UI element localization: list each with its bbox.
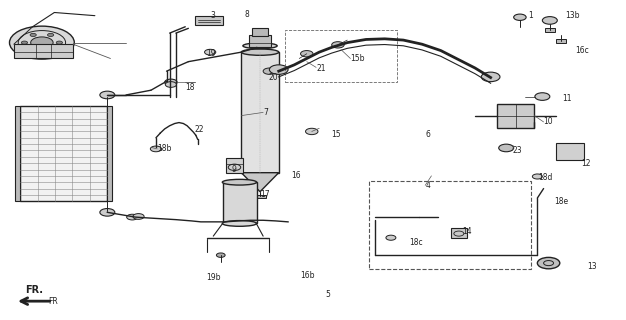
Bar <box>556 142 584 160</box>
Circle shape <box>205 49 216 55</box>
Circle shape <box>300 51 313 57</box>
Circle shape <box>542 17 557 24</box>
Circle shape <box>126 214 138 220</box>
Ellipse shape <box>222 179 257 185</box>
Text: 17: 17 <box>260 190 270 199</box>
Circle shape <box>21 41 28 44</box>
Circle shape <box>133 214 144 219</box>
Text: 6: 6 <box>425 130 430 139</box>
Circle shape <box>514 14 526 20</box>
Circle shape <box>100 209 115 216</box>
Bar <box>545 28 555 32</box>
Bar <box>195 16 223 25</box>
Text: 3: 3 <box>210 11 215 20</box>
Text: 15: 15 <box>332 130 341 139</box>
Circle shape <box>537 257 560 269</box>
Circle shape <box>56 41 63 44</box>
Circle shape <box>30 49 36 52</box>
Bar <box>451 228 467 238</box>
Bar <box>369 180 531 269</box>
Bar <box>556 39 566 43</box>
Bar <box>252 28 268 36</box>
Circle shape <box>499 144 514 152</box>
Bar <box>242 52 279 173</box>
Circle shape <box>269 65 288 74</box>
Bar <box>223 182 257 223</box>
Bar <box>249 35 270 47</box>
Circle shape <box>48 33 54 36</box>
Text: 16: 16 <box>291 172 301 180</box>
Circle shape <box>100 91 115 99</box>
Text: 16c: 16c <box>575 46 588 55</box>
Text: 11: 11 <box>562 94 572 103</box>
Text: 19: 19 <box>206 49 215 58</box>
Circle shape <box>386 235 396 240</box>
Bar <box>285 30 397 82</box>
Text: 20: 20 <box>268 73 278 82</box>
Circle shape <box>9 26 74 59</box>
Bar <box>254 195 266 198</box>
Text: 18c: 18c <box>409 238 423 247</box>
Text: 7: 7 <box>263 108 268 117</box>
Bar <box>15 106 20 201</box>
Text: 16b: 16b <box>300 271 315 280</box>
Circle shape <box>263 68 275 74</box>
Text: FR: FR <box>48 297 58 306</box>
Bar <box>226 158 243 173</box>
Circle shape <box>165 82 177 87</box>
Text: 4: 4 <box>425 181 430 190</box>
Circle shape <box>31 37 53 48</box>
Text: 9: 9 <box>232 165 237 174</box>
Circle shape <box>305 128 318 135</box>
Text: 22: 22 <box>195 125 204 134</box>
Text: 18e: 18e <box>554 197 568 206</box>
Bar <box>20 106 107 201</box>
Circle shape <box>535 93 550 100</box>
Text: 19b: 19b <box>206 273 220 282</box>
Text: 13: 13 <box>587 262 597 271</box>
Circle shape <box>532 174 542 179</box>
Ellipse shape <box>242 49 279 55</box>
Text: 23: 23 <box>513 146 522 155</box>
Text: 13b: 13b <box>565 11 580 20</box>
Ellipse shape <box>243 43 277 49</box>
Circle shape <box>165 79 177 85</box>
Circle shape <box>150 146 162 152</box>
Text: 18b: 18b <box>157 144 172 153</box>
Text: 14: 14 <box>463 227 472 236</box>
Text: 15b: 15b <box>351 54 365 63</box>
Text: 8: 8 <box>244 10 249 19</box>
Circle shape <box>30 33 36 36</box>
Text: 12: 12 <box>581 159 590 168</box>
Polygon shape <box>242 173 279 192</box>
Bar <box>107 106 112 201</box>
Text: FR.: FR. <box>25 285 43 295</box>
Text: 18: 18 <box>185 83 195 92</box>
Text: 18d: 18d <box>538 173 553 182</box>
Ellipse shape <box>222 220 257 226</box>
Circle shape <box>48 49 54 52</box>
Text: 10: 10 <box>543 117 553 126</box>
Circle shape <box>217 253 225 257</box>
Circle shape <box>481 72 500 82</box>
Bar <box>497 105 534 128</box>
Text: 5: 5 <box>326 290 331 299</box>
Text: 1: 1 <box>528 11 533 20</box>
Bar <box>14 44 73 59</box>
Circle shape <box>332 42 344 48</box>
Text: 21: 21 <box>316 63 326 73</box>
